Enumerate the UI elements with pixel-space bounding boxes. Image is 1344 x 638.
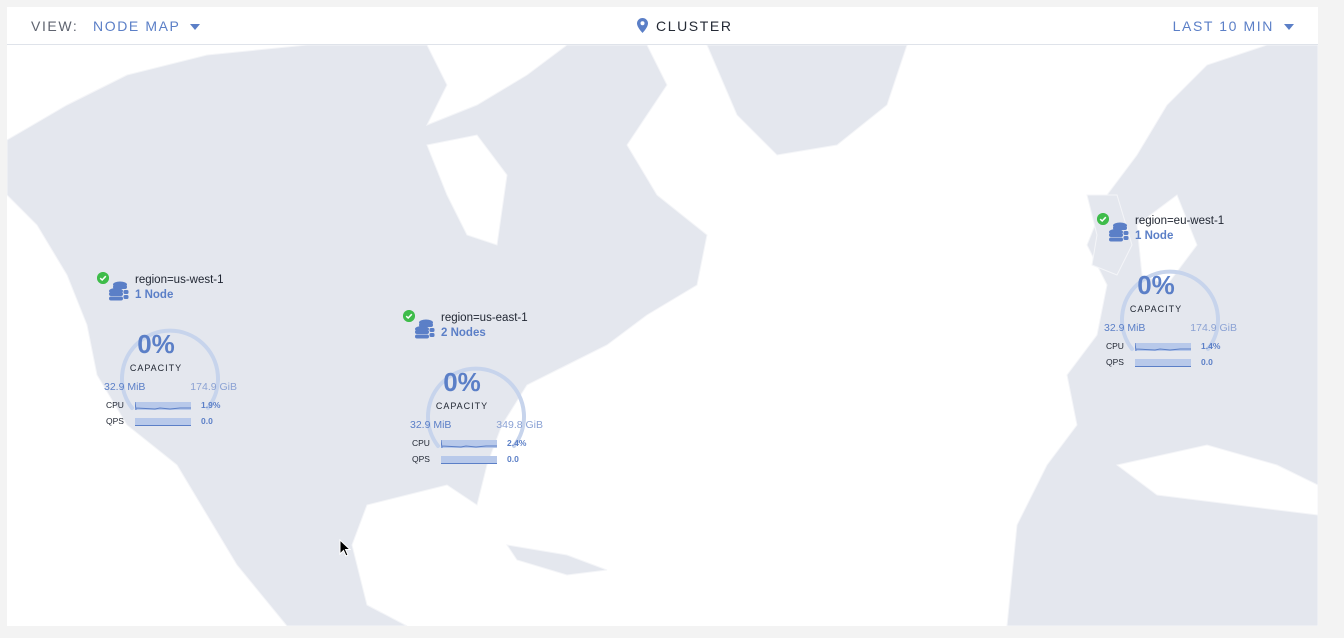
north-america-land — [7, 45, 708, 626]
qps-value: 0.0 — [201, 416, 213, 426]
qps-sparkline — [1135, 359, 1191, 367]
north-sea-water — [1136, 194, 1198, 286]
region-widget[interactable]: region=us-west-1 1 Node 0% CAPACITY 32.9… — [97, 272, 257, 442]
capacity-label: CAPACITY — [435, 401, 489, 411]
capacity-percent: 0% — [1137, 270, 1175, 300]
breadcrumb-cluster: CLUSTER — [656, 18, 733, 34]
mediterranean-water — [1115, 444, 1318, 516]
capacity-percent: 0% — [137, 329, 175, 359]
view-label: VIEW: — [31, 18, 79, 34]
capacity-used: 32.9 MiB — [104, 381, 146, 393]
region-widget[interactable]: region=eu-west-1 1 Node 0% CAPACITY 32.9… — [1097, 213, 1257, 383]
capacity-gauge — [120, 328, 220, 410]
check-circle-icon — [97, 272, 109, 284]
cpu-label: CPU — [1106, 341, 1124, 351]
chevron-down-icon — [190, 24, 201, 31]
time-range-dropdown[interactable]: LAST 10 MIN — [1173, 18, 1294, 34]
region-widget[interactable]: region=us-east-1 2 Nodes 0% CAPACITY 32.… — [403, 310, 563, 480]
qps-sparkline — [135, 418, 191, 426]
hudson-bay-water — [426, 134, 508, 246]
qps-value: 0.0 — [507, 454, 519, 464]
capacity-percent: 0% — [443, 367, 481, 397]
region-name[interactable]: region=us-west-1 — [135, 274, 224, 286]
qps-sparkline — [441, 456, 497, 464]
capacity-used: 32.9 MiB — [1104, 322, 1146, 334]
chevron-down-icon — [1284, 24, 1294, 31]
capacity-label: CAPACITY — [1129, 304, 1183, 314]
breadcrumb[interactable]: CLUSTER — [637, 18, 733, 34]
database-icon — [415, 319, 435, 339]
qps-label: QPS — [106, 416, 124, 426]
capacity-gauge — [1120, 269, 1220, 351]
cuba-land — [505, 544, 608, 576]
qps-label: QPS — [412, 454, 430, 464]
capacity-total: 174.9 GiB — [1190, 322, 1237, 334]
check-circle-icon — [403, 310, 415, 322]
node-count[interactable]: 2 Nodes — [441, 327, 486, 339]
database-icon — [1109, 222, 1129, 242]
map-pin-icon — [637, 18, 648, 33]
region-name[interactable]: region=eu-west-1 — [1135, 215, 1225, 227]
cpu-sparkline — [135, 402, 191, 410]
toolbar: VIEW: NODE MAP CLUSTER LAST 10 MIN — [7, 7, 1318, 45]
cpu-label: CPU — [412, 438, 430, 448]
check-circle-icon — [1097, 213, 1109, 225]
node-count[interactable]: 1 Node — [135, 289, 174, 301]
cpu-label: CPU — [106, 400, 124, 410]
database-icon — [109, 281, 129, 301]
time-range-value: LAST 10 MIN — [1172, 18, 1274, 34]
greenland-land — [706, 45, 908, 156]
view-dropdown-value: NODE MAP — [93, 18, 181, 34]
capacity-total: 174.9 GiB — [190, 381, 237, 393]
cpu-sparkline — [1135, 343, 1191, 351]
region-name[interactable]: region=us-east-1 — [441, 312, 528, 324]
capacity-total: 349.8 GiB — [496, 419, 543, 431]
capacity-label: CAPACITY — [129, 363, 183, 373]
cpu-sparkline — [441, 440, 497, 448]
capacity-used: 32.9 MiB — [410, 419, 452, 431]
capacity-gauge — [426, 366, 526, 448]
cpu-value: 1.4% — [1201, 341, 1221, 351]
qps-value: 0.0 — [1201, 357, 1213, 367]
node-count[interactable]: 1 Node — [1135, 230, 1174, 242]
cpu-value: 2.4% — [507, 438, 527, 448]
mouse-cursor-icon — [339, 539, 351, 557]
qps-label: QPS — [1106, 357, 1124, 367]
cpu-value: 1.9% — [201, 400, 221, 410]
node-map-panel: VIEW: NODE MAP CLUSTER LAST 10 MIN regio… — [7, 7, 1318, 626]
view-dropdown[interactable]: NODE MAP — [93, 18, 201, 34]
